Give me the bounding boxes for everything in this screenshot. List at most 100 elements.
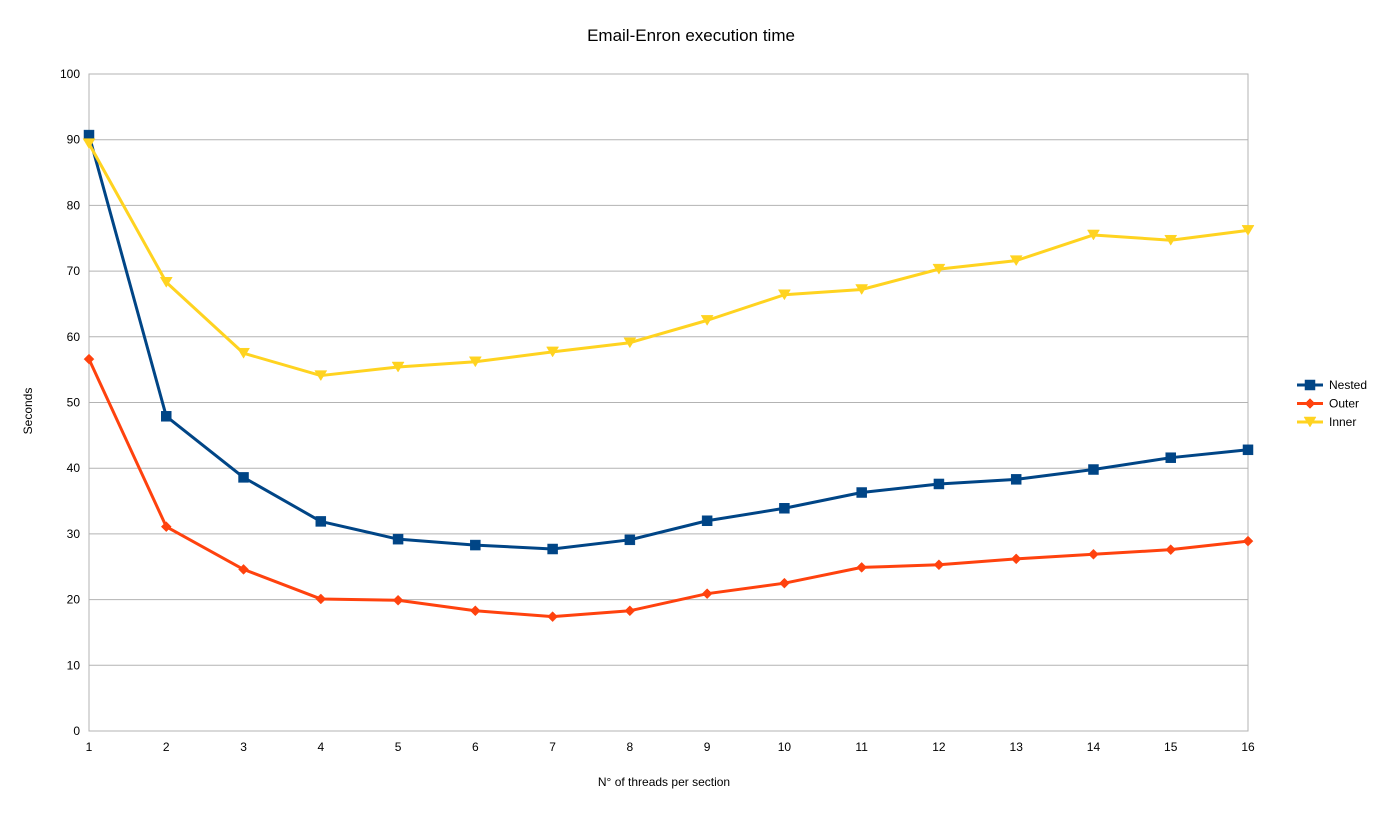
legend-label: Nested bbox=[1329, 378, 1367, 392]
plot-area-border bbox=[88, 73, 1249, 732]
data-point-inner bbox=[700, 315, 714, 326]
data-point-outer bbox=[1010, 553, 1022, 565]
x-tick-label: 1 bbox=[86, 740, 93, 754]
data-point-nested bbox=[161, 411, 172, 422]
legend-item-outer: Outer bbox=[1297, 397, 1359, 411]
x-tick-label: 15 bbox=[1164, 740, 1178, 754]
series-line-inner bbox=[87, 142, 1250, 378]
data-point-inner bbox=[391, 361, 405, 373]
x-axis-ticks: 1 2 3 4 5 6 7 8 9 10 11 12 13 14 15 16 bbox=[86, 740, 1255, 754]
data-point-inner bbox=[623, 337, 637, 349]
data-point-nested bbox=[1242, 444, 1254, 456]
chart-legend: Nested Outer Inner bbox=[1297, 378, 1367, 429]
legend-label: Inner bbox=[1329, 415, 1356, 429]
series-inner bbox=[82, 138, 1255, 382]
legend-item-inner: Inner bbox=[1297, 415, 1356, 429]
series-outer bbox=[83, 353, 1254, 623]
series-nested bbox=[83, 129, 1254, 555]
x-axis-label: N° of threads per section bbox=[598, 775, 730, 789]
y-tick-label: 10 bbox=[67, 658, 81, 672]
grid-lines bbox=[89, 73, 1248, 732]
data-series bbox=[82, 129, 1255, 623]
series-line-nested bbox=[87, 133, 1250, 551]
data-point-outer bbox=[1242, 535, 1254, 547]
y-tick-label: 50 bbox=[67, 396, 81, 410]
y-axis-ticks: 0 10 20 30 40 50 60 70 80 90 100 bbox=[60, 67, 80, 738]
y-tick-label: 30 bbox=[67, 527, 81, 541]
legend-label: Outer bbox=[1329, 397, 1359, 411]
x-tick-label: 12 bbox=[932, 740, 946, 754]
data-point-outer bbox=[547, 611, 558, 623]
data-point-nested bbox=[1165, 452, 1176, 463]
data-point-outer bbox=[315, 593, 327, 605]
x-tick-label: 3 bbox=[240, 740, 247, 754]
data-point-nested bbox=[470, 539, 481, 551]
y-tick-label: 20 bbox=[67, 593, 81, 607]
data-point-outer bbox=[856, 562, 868, 573]
data-point-nested bbox=[856, 487, 867, 498]
data-point-outer bbox=[1088, 548, 1099, 560]
data-point-outer bbox=[238, 564, 249, 575]
data-point-outer bbox=[392, 594, 404, 606]
data-point-inner bbox=[314, 370, 328, 382]
y-tick-label: 40 bbox=[67, 461, 81, 475]
data-point-inner bbox=[1087, 229, 1100, 241]
y-tick-label: 70 bbox=[67, 264, 81, 278]
data-point-inner bbox=[159, 277, 173, 288]
x-tick-label: 8 bbox=[627, 740, 634, 754]
data-point-inner bbox=[855, 284, 869, 295]
x-tick-label: 6 bbox=[472, 740, 479, 754]
data-point-outer bbox=[779, 577, 790, 589]
data-point-outer bbox=[469, 605, 481, 617]
x-tick-label: 14 bbox=[1087, 740, 1101, 754]
data-point-inner bbox=[237, 347, 250, 359]
data-point-inner bbox=[546, 346, 560, 358]
x-tick-label: 13 bbox=[1010, 740, 1024, 754]
x-tick-label: 9 bbox=[704, 740, 711, 754]
series-line-outer bbox=[87, 357, 1250, 619]
data-point-inner bbox=[777, 289, 791, 301]
y-tick-label: 0 bbox=[73, 724, 80, 738]
data-point-inner bbox=[468, 356, 482, 368]
chart-title: Email-Enron execution time bbox=[587, 26, 795, 45]
data-point-nested bbox=[1088, 464, 1099, 475]
data-point-nested bbox=[238, 472, 249, 483]
y-tick-label: 100 bbox=[60, 67, 80, 81]
data-point-nested bbox=[701, 515, 713, 527]
data-point-inner bbox=[82, 138, 96, 150]
data-point-nested bbox=[392, 533, 404, 545]
x-tick-label: 10 bbox=[778, 740, 792, 754]
data-point-nested bbox=[624, 534, 636, 546]
legend-marker bbox=[1304, 398, 1316, 409]
y-axis-label: Seconds bbox=[21, 388, 35, 435]
legend-marker bbox=[1303, 416, 1317, 428]
legend-marker bbox=[1304, 379, 1316, 391]
legend-item-nested: Nested bbox=[1297, 378, 1367, 392]
x-tick-label: 7 bbox=[549, 740, 556, 754]
data-point-nested bbox=[547, 543, 558, 555]
data-point-outer bbox=[624, 605, 636, 617]
data-point-inner bbox=[1241, 225, 1255, 236]
data-point-outer bbox=[933, 559, 945, 571]
data-point-outer bbox=[160, 521, 172, 533]
y-tick-label: 90 bbox=[67, 133, 81, 147]
data-point-outer bbox=[83, 353, 95, 365]
x-tick-label: 4 bbox=[317, 740, 324, 754]
y-tick-label: 60 bbox=[67, 330, 81, 344]
x-tick-label: 11 bbox=[855, 740, 868, 754]
x-tick-label: 5 bbox=[395, 740, 402, 754]
data-point-nested bbox=[779, 503, 790, 514]
y-tick-label: 80 bbox=[67, 198, 81, 212]
data-point-inner bbox=[1164, 234, 1178, 246]
data-point-nested bbox=[315, 516, 327, 527]
data-point-nested bbox=[933, 478, 945, 490]
data-point-inner bbox=[1009, 255, 1023, 267]
data-point-outer bbox=[701, 588, 713, 600]
x-tick-label: 16 bbox=[1241, 740, 1255, 754]
data-point-outer bbox=[1165, 544, 1177, 556]
x-tick-label: 2 bbox=[163, 740, 170, 754]
data-point-nested bbox=[1010, 474, 1022, 485]
data-point-inner bbox=[932, 263, 946, 275]
